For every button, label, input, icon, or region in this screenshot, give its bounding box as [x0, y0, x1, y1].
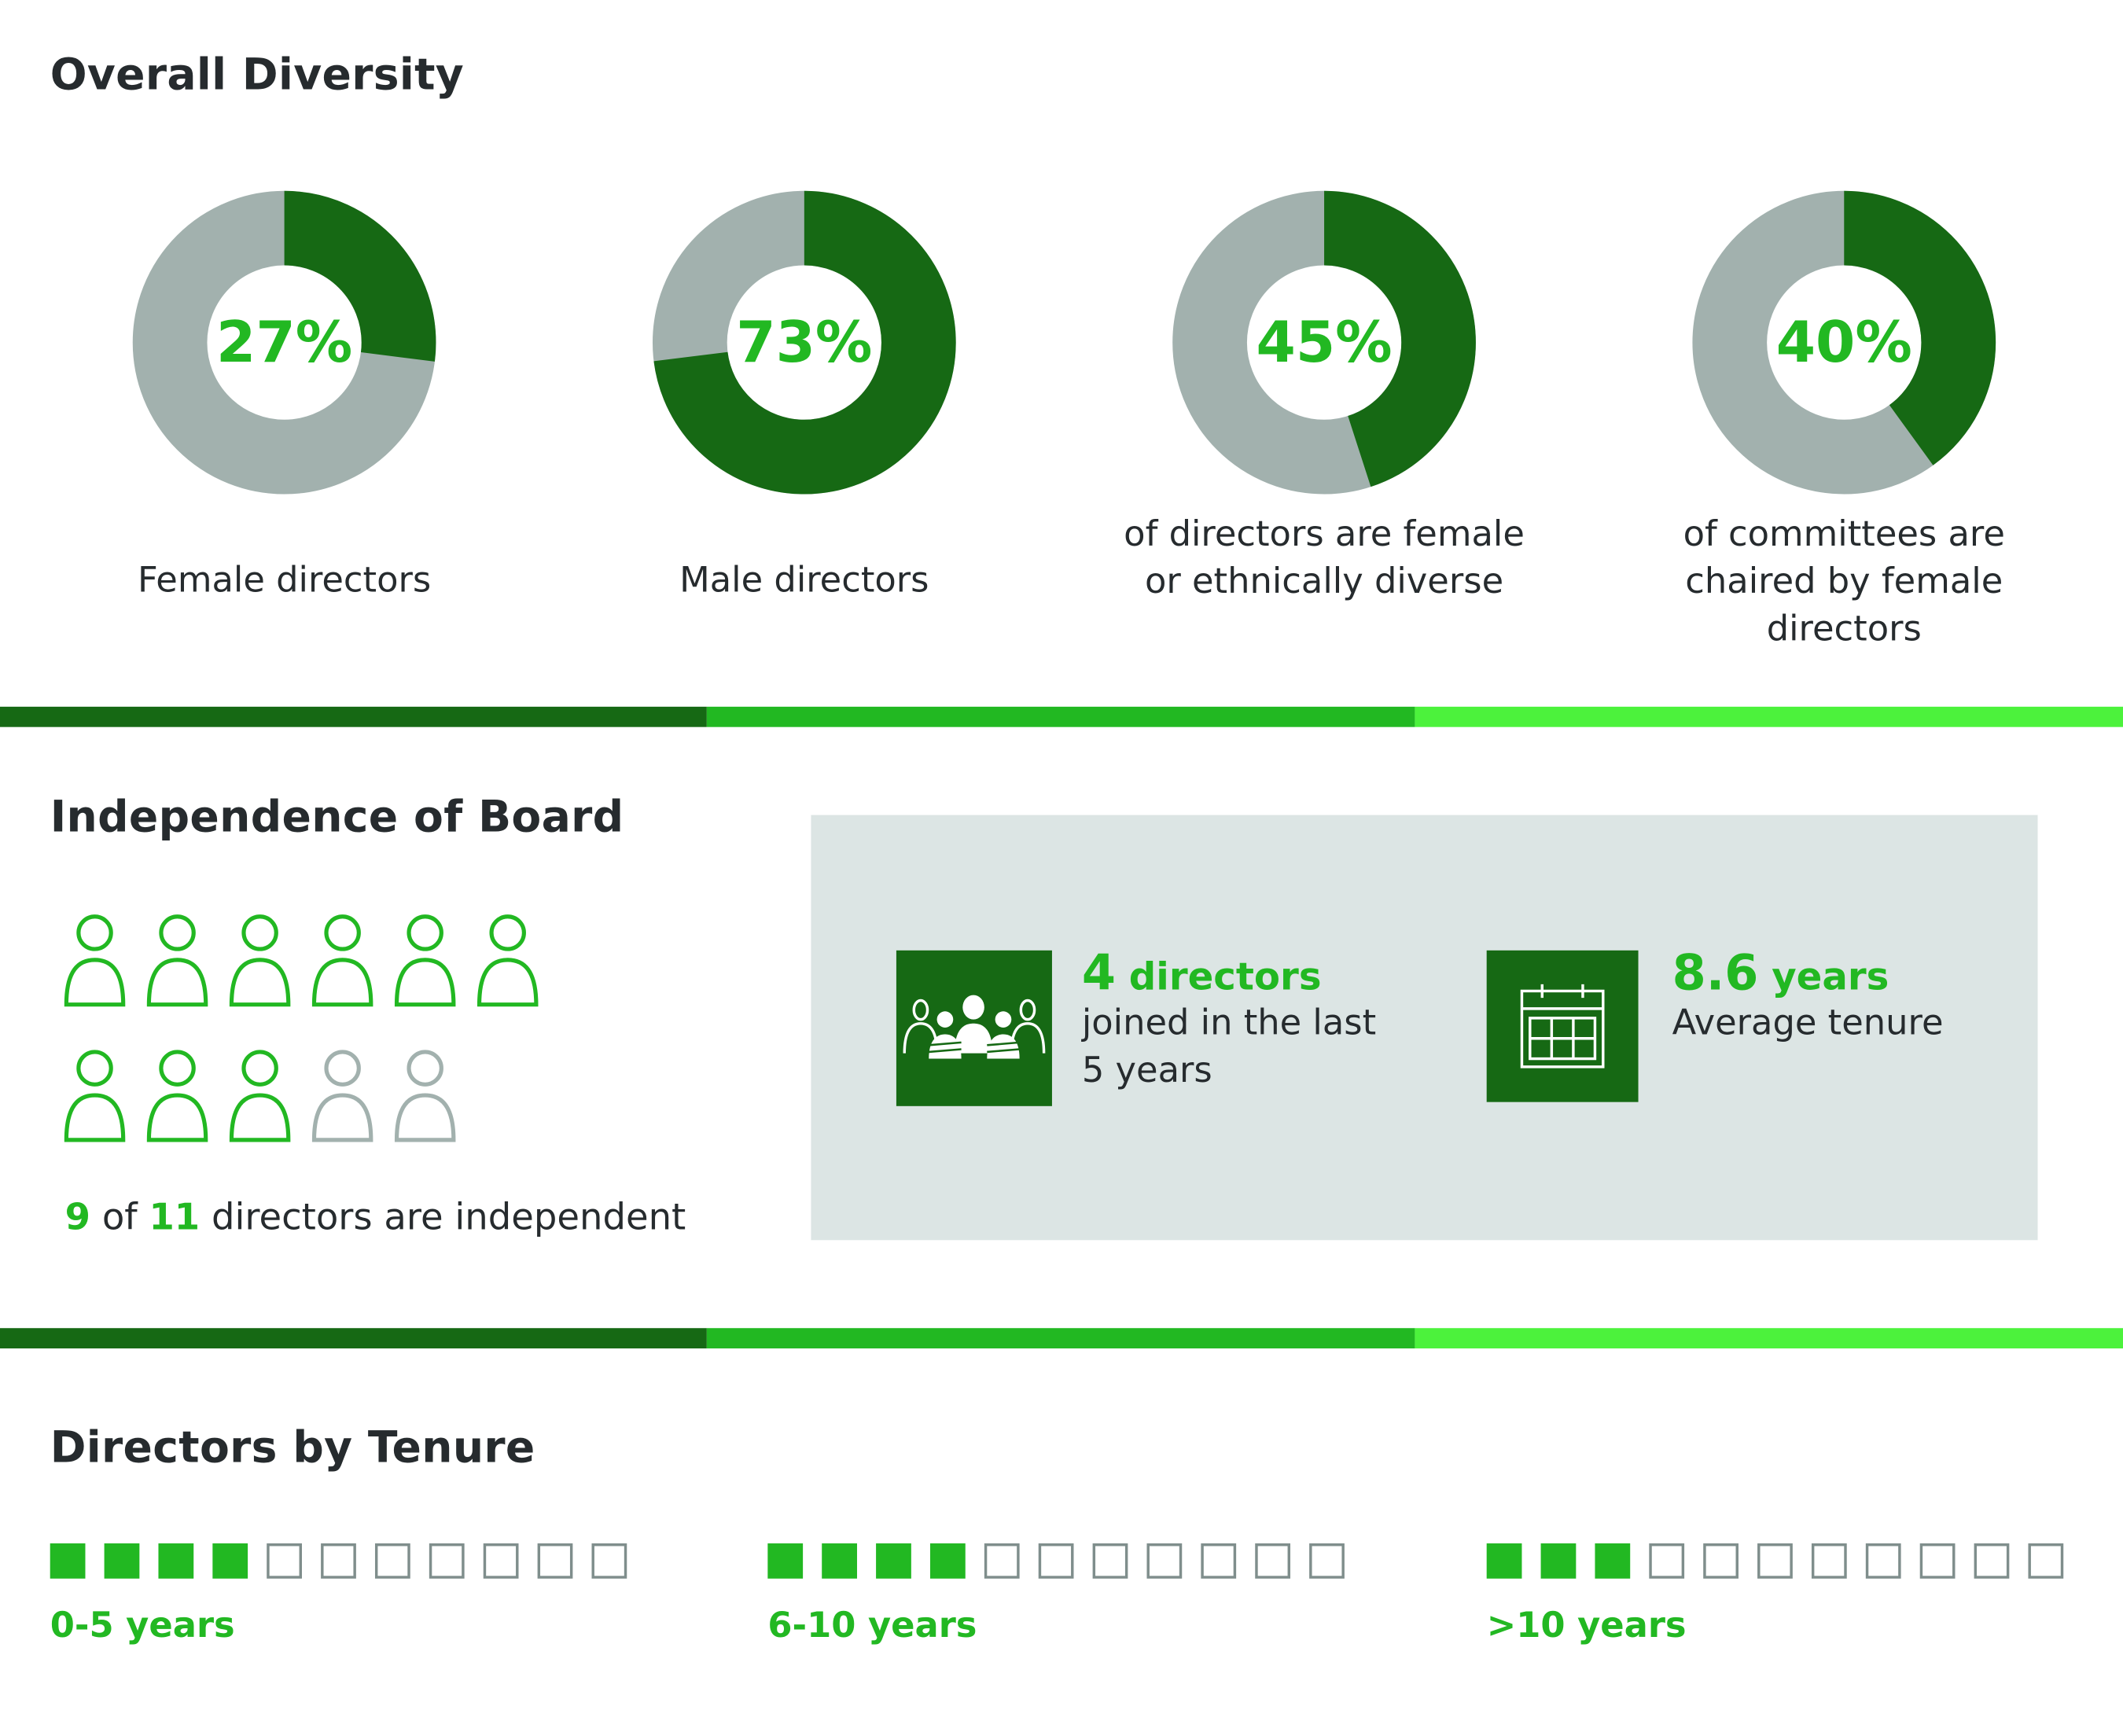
stat-text: Average tenure — [1672, 1002, 1944, 1044]
calendar-icon — [1486, 950, 1639, 1102]
tenure-group-label: >10 years — [1486, 1605, 1687, 1646]
donut-chart: 73% — [651, 189, 957, 495]
independent-director-icon — [62, 1050, 130, 1149]
tenure-square-empty — [374, 1543, 410, 1579]
tenure-square-filled — [929, 1543, 966, 1579]
donut-label: Female directors — [137, 560, 432, 601]
donut-value-arc — [1172, 190, 1476, 495]
non-independent-director-icon — [392, 1050, 460, 1149]
tenure-square-filled — [104, 1543, 140, 1579]
tenure-square-empty — [1255, 1543, 1291, 1579]
tenure-square-filled — [1595, 1543, 1631, 1579]
donut-label: of directors are female or ethnically di… — [1124, 514, 1525, 603]
tenure-square-empty — [1146, 1543, 1183, 1579]
tenure-square-empty — [1865, 1543, 1901, 1579]
divider-dark — [0, 706, 707, 727]
stat-number: 4 — [1081, 946, 1116, 1002]
average-tenure-stat: 8.6 years Average tenure — [1672, 950, 1944, 1048]
caption-of: of — [101, 1197, 138, 1239]
stat-unit: directors — [1128, 954, 1322, 999]
tenure-square-empty — [1649, 1543, 1685, 1579]
tenure-square-empty — [2028, 1543, 2064, 1579]
donut-chart: 45% — [1171, 189, 1477, 495]
tenure-title: Directors by Tenure — [50, 1422, 535, 1473]
tenure-square-empty — [1974, 1543, 2010, 1579]
tenure-square-empty — [1092, 1543, 1128, 1579]
divider-bright — [1415, 1328, 2123, 1349]
independent-director-icon — [392, 914, 460, 1013]
tenure-square-empty — [267, 1543, 302, 1579]
tenure-square-filled — [822, 1543, 857, 1579]
independent-director-icon — [145, 914, 212, 1013]
overall-diversity-title: Overall Diversity — [50, 48, 465, 101]
independent-director-icon — [62, 914, 130, 1013]
tenure-square-filled — [1486, 1543, 1522, 1579]
tenure-square-empty — [1309, 1543, 1345, 1579]
independent-director-icon — [310, 914, 377, 1013]
tenure-square-filled — [767, 1543, 804, 1579]
tenure-square-filled — [212, 1543, 248, 1579]
tenure-square-empty — [1038, 1543, 1074, 1579]
divider-dark — [0, 1328, 707, 1349]
tenure-square-empty — [1703, 1543, 1739, 1579]
tenure-square-empty — [1919, 1543, 1956, 1579]
independent-count: 9 — [64, 1197, 91, 1239]
caption-rest: directors are independent — [211, 1197, 686, 1239]
tenure-square-empty — [1757, 1543, 1793, 1579]
independence-title: Independence of Board — [50, 790, 624, 843]
tenure-square-empty — [1811, 1543, 1847, 1579]
stat-text: joined in the last 5 years — [1081, 1002, 1377, 1091]
donut-percent: 40% — [1775, 308, 1912, 375]
group-people-icon — [896, 950, 1052, 1106]
tenure-square-empty — [984, 1543, 1020, 1579]
tenure-square-empty — [537, 1543, 573, 1579]
divider-bright — [1415, 706, 2123, 727]
tenure-square-empty — [483, 1543, 519, 1579]
donut-value-arc — [132, 190, 436, 495]
tenure-square-filled — [876, 1543, 911, 1579]
stats-panel: 4 directors joined in the last 5 years 8… — [811, 815, 2038, 1241]
tenure-square-filled — [50, 1543, 86, 1579]
independence-caption: 9 of 11 directors are independent — [65, 1197, 686, 1238]
independent-director-icon — [475, 914, 543, 1013]
donut-percent: 45% — [1256, 308, 1393, 375]
tenure-square-empty — [591, 1543, 627, 1579]
independent-director-icon — [145, 1050, 212, 1149]
tenure-square-empty — [429, 1543, 465, 1579]
total-count: 11 — [149, 1197, 201, 1239]
donut-label: Male directors — [679, 560, 929, 601]
donut-percent: 27% — [216, 308, 353, 375]
independent-director-icon — [227, 914, 295, 1013]
stat-number: 8.6 — [1672, 946, 1759, 1002]
donut-value-arc — [652, 190, 956, 495]
independent-director-icon — [227, 1050, 295, 1149]
donut-chart: 40% — [1691, 189, 1997, 495]
donut-percent: 73% — [736, 308, 873, 375]
tenure-square-filled — [158, 1543, 194, 1579]
non-independent-director-icon — [310, 1050, 377, 1149]
tenure-group-label: 6-10 years — [767, 1605, 977, 1646]
new-directors-stat: 4 directors joined in the last 5 years — [1081, 950, 1407, 1095]
divider-mid — [706, 706, 1415, 727]
stat-unit: years — [1772, 954, 1889, 999]
tenure-square-empty — [1201, 1543, 1237, 1579]
divider-mid — [706, 1328, 1415, 1349]
tenure-group-label: 0-5 years — [50, 1605, 235, 1646]
tenure-square-empty — [321, 1543, 356, 1579]
donut-label: of committees are chaired by female dire… — [1683, 514, 2005, 650]
donut-chart: 27% — [131, 189, 437, 495]
tenure-square-filled — [1540, 1543, 1577, 1579]
donut-value-arc — [1692, 190, 1996, 495]
